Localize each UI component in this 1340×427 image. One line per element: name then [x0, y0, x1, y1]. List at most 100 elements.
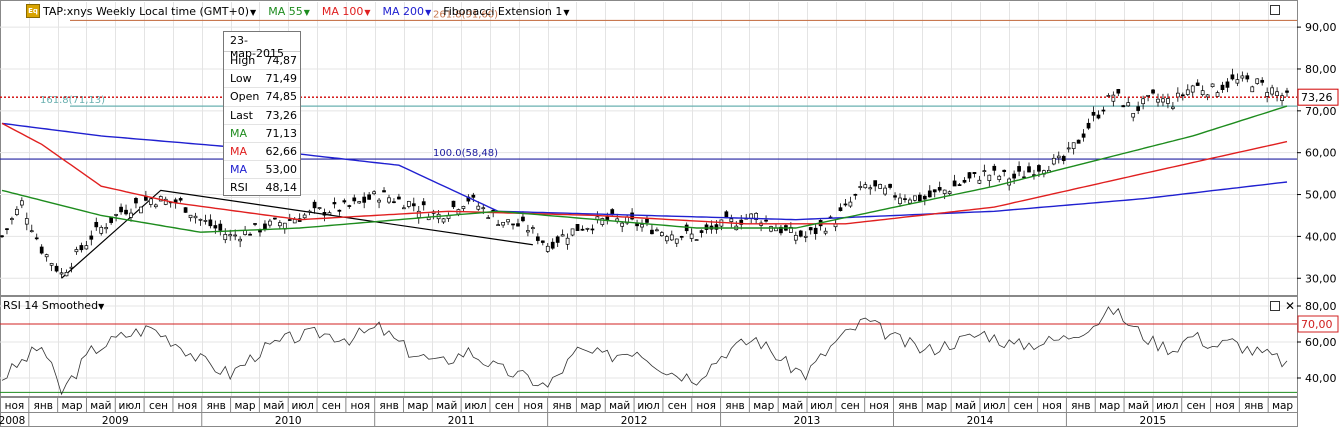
candle-body	[198, 218, 203, 221]
price-axis: 90,00 80,00 70,00 60,00 50,00 40,00 30,00 73,26	[1297, 21, 1339, 285]
candle-body	[565, 237, 570, 245]
chart-toolbar: Eq TAP:xnys Weekly Local time (GMT+0)▼ M…	[0, 3, 582, 19]
candle-body	[848, 201, 853, 207]
candle-body	[1136, 106, 1141, 111]
candle-body	[997, 175, 1002, 180]
month-label: июл	[291, 400, 313, 412]
moving-averages	[1, 105, 1288, 233]
candle-body	[689, 233, 694, 239]
fib-dropdown[interactable]: Fibonacci Extension 1▼	[443, 5, 569, 18]
candle-body	[630, 212, 634, 220]
tooltip-row-value: 62,66	[265, 144, 298, 158]
candle-body	[84, 245, 89, 250]
y-tick-label: 30,00	[1305, 272, 1337, 285]
fib-level-label: 261.8(91,60)	[433, 9, 498, 20]
candle-body	[1106, 95, 1111, 97]
candlestick-series	[0, 68, 1289, 279]
month-label: ноя	[696, 400, 716, 412]
ma200-dropdown[interactable]: MA 200▼	[383, 5, 432, 18]
candle-body	[1175, 92, 1180, 98]
candle-body	[471, 194, 476, 198]
rsi-tick-label: 40,00	[1305, 372, 1337, 385]
fib-level-label: 161.8(71,13)	[40, 95, 105, 106]
month-label: янв	[206, 400, 225, 412]
tooltip-row-label: Last	[230, 108, 253, 122]
close-icon[interactable]: ✕	[1285, 299, 1296, 313]
candle-body	[233, 234, 238, 237]
rsi-indicator-dropdown[interactable]: RSI 14 Smoothed▼	[3, 299, 104, 312]
candle-body	[1141, 98, 1145, 105]
candle-body	[15, 208, 19, 215]
ma55-dropdown[interactable]: MA 55▼	[268, 5, 310, 18]
year-label: 2015	[1140, 415, 1167, 427]
candle-body	[769, 226, 773, 232]
candle-body	[342, 200, 347, 203]
candle-body	[640, 224, 644, 228]
candle-body	[764, 219, 768, 222]
candle-body	[610, 209, 615, 215]
candle-body	[645, 218, 649, 223]
tooltip-row-value: 48,14	[265, 181, 298, 195]
month-label: мар	[580, 400, 601, 412]
candle-body	[1270, 87, 1274, 95]
candle-body	[793, 234, 798, 241]
maximize-icon[interactable]	[1270, 5, 1280, 15]
candle-body	[153, 204, 158, 208]
ma100-dropdown[interactable]: MA 100▼	[322, 5, 371, 18]
candle-body	[148, 198, 153, 205]
month-label: июл	[464, 400, 486, 412]
candle-body	[203, 220, 208, 222]
ma55-label: MA 55	[268, 4, 303, 18]
candle-body	[927, 190, 932, 198]
month-label: янв	[898, 400, 917, 412]
candle-body	[922, 195, 927, 200]
y-tick-label: 40,00	[1305, 230, 1337, 243]
candle-body	[962, 179, 967, 183]
candle-body	[1195, 82, 1200, 86]
ma200-label: MA 200	[382, 4, 425, 18]
candle-body	[302, 214, 307, 219]
maximize-icon[interactable]	[1270, 301, 1280, 311]
candle-body	[1171, 106, 1175, 109]
candle-body	[332, 202, 337, 205]
candle-body	[382, 190, 386, 193]
month-label: июл	[1156, 400, 1178, 412]
fib-label: Fibonacci Extension 1	[443, 4, 563, 18]
month-label: июл	[983, 400, 1005, 412]
candle-body	[694, 239, 699, 241]
symbol-dropdown[interactable]: TAP:xnys Weekly Local time (GMT+0)▼	[43, 5, 256, 18]
month-label: ноя	[350, 400, 370, 412]
candle-body	[833, 223, 838, 228]
year-label: 2014	[967, 415, 994, 427]
year-label: 2011	[448, 415, 475, 427]
candle-body	[1225, 81, 1230, 88]
candle-body	[273, 217, 277, 220]
month-label: янв	[1071, 400, 1090, 412]
rsi-ref-badge	[1297, 315, 1339, 333]
candle-body	[531, 227, 535, 230]
candle-body	[263, 223, 267, 230]
candle-body	[1076, 139, 1081, 144]
month-label: янв	[379, 400, 398, 412]
candle-body	[1012, 173, 1016, 179]
candle-body	[863, 184, 868, 189]
candle-body	[178, 198, 183, 201]
candle-body	[1037, 165, 1041, 172]
month-label: сен	[1187, 400, 1206, 412]
candle-body	[268, 220, 272, 226]
candle-body	[903, 198, 907, 200]
candle-body	[34, 237, 39, 240]
symbol-label: TAP:xnys Weekly Local time (GMT+0)	[43, 4, 250, 18]
month-label: сен	[668, 400, 687, 412]
candle-body	[253, 223, 257, 225]
candle-body	[5, 228, 9, 231]
month-label: май	[609, 400, 630, 412]
equity-icon[interactable]: Eq	[26, 4, 40, 18]
month-label: май	[263, 400, 284, 412]
candle-body	[650, 229, 654, 235]
month-label: мар	[1272, 400, 1293, 412]
candle-body	[967, 172, 972, 179]
tooltip-row-label: Open	[230, 90, 260, 104]
candle-body	[655, 229, 659, 232]
candle-body	[1156, 98, 1160, 103]
